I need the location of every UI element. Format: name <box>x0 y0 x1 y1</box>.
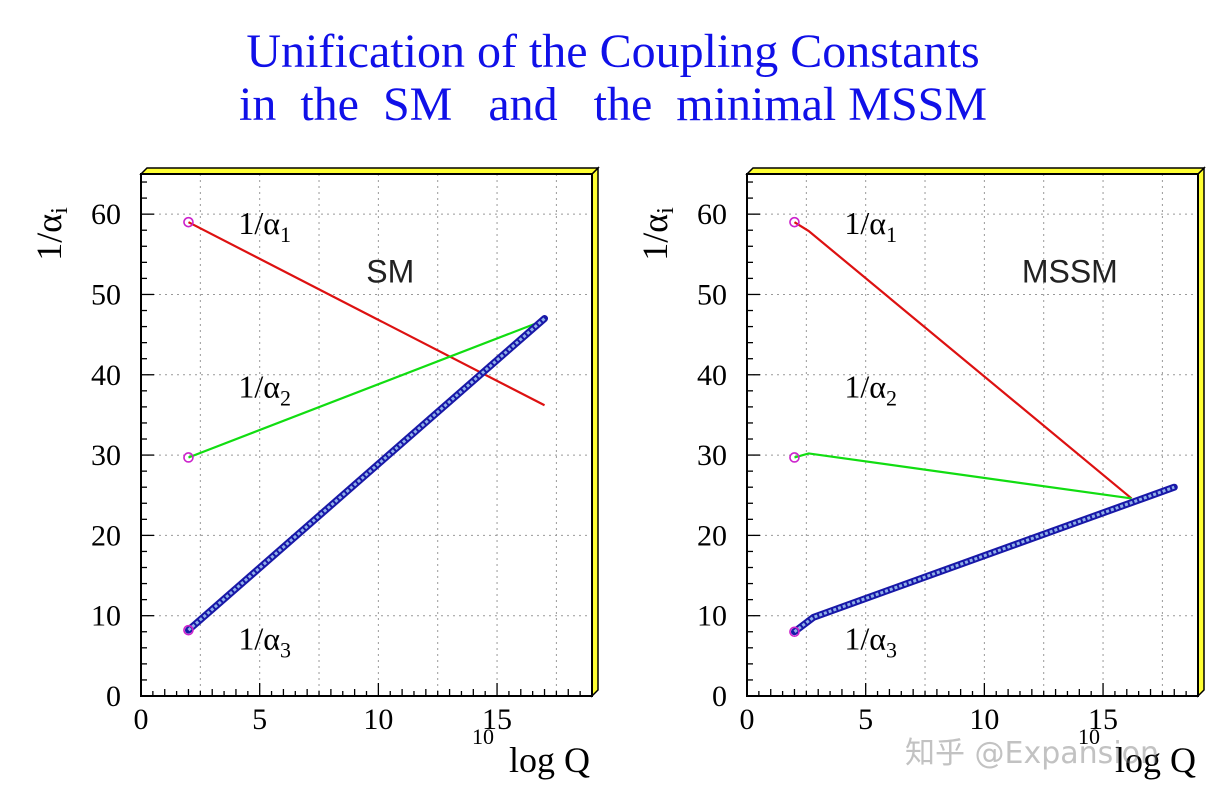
y-tick-label: 0 <box>712 680 727 713</box>
chart-title-line-1: Unification of the Coupling Constants <box>246 25 980 78</box>
series-line-alpha1 <box>793 221 1133 500</box>
y-tick-label: 60 <box>91 198 121 231</box>
y-tick-label: 50 <box>91 278 121 311</box>
x-tick-label: 15 <box>1088 703 1118 736</box>
x-axis-label: log Q <box>1115 740 1196 780</box>
y-tick-label: 30 <box>91 439 121 472</box>
series-line-alpha2 <box>188 319 545 459</box>
x-tick-label: 15 <box>482 703 512 736</box>
y-tick-label: 40 <box>91 359 121 392</box>
y-tick-label: 60 <box>697 198 727 231</box>
curve-label-alpha2: 1/α2 <box>844 368 897 410</box>
series-line-alpha2 <box>794 452 1132 500</box>
x-tick-label: 0 <box>740 703 755 736</box>
x-axis-label: log Q <box>509 740 590 780</box>
curve-label-alpha3: 1/α3 <box>238 620 291 662</box>
curve-label-alpha3: 1/α3 <box>844 620 897 662</box>
x-axis-label-superscript: 10 <box>472 724 494 749</box>
series-band-hatch-alpha3 <box>187 317 546 632</box>
x-tick-label: 5 <box>252 703 267 736</box>
y-axis-label: 1/αi <box>635 207 679 261</box>
y-tick-label: 20 <box>697 519 727 552</box>
curve-label-alpha2: 1/α2 <box>238 368 291 410</box>
y-tick-label: 0 <box>106 680 121 713</box>
watermark: 知乎 @Expansion <box>905 736 1160 771</box>
y-axis-label: 1/αi <box>29 207 73 261</box>
chart-title-line-2: in the SM and the minimal MSSM <box>238 78 988 131</box>
y-tick-label: 20 <box>91 519 121 552</box>
grid <box>141 174 592 696</box>
x-tick-label: 5 <box>858 703 873 736</box>
y-tick-label: 30 <box>697 439 727 472</box>
model-annotation: MSSM <box>1022 253 1118 289</box>
x-tick-label: 0 <box>134 703 149 736</box>
x-axis-label-superscript: 10 <box>1078 724 1100 749</box>
y-tick-label: 10 <box>697 600 727 633</box>
start-point-marker <box>789 216 800 228</box>
curve-label-alpha1: 1/α1 <box>844 205 897 247</box>
plot-frame <box>140 173 593 697</box>
curve-label-alpha1: 1/α1 <box>238 205 291 247</box>
series-band-hatch-alpha3 <box>793 485 1175 633</box>
ticks <box>746 181 1199 697</box>
x-tick-label: 10 <box>969 703 999 736</box>
ticks <box>140 181 593 697</box>
model-annotation: SM <box>366 253 414 289</box>
y-tick-label: 40 <box>697 359 727 392</box>
start-point-marker <box>183 624 194 636</box>
y-tick-label: 10 <box>91 600 121 633</box>
start-point-marker <box>789 452 800 463</box>
y-tick-label: 50 <box>697 278 727 311</box>
start-point-marker <box>789 626 800 638</box>
x-tick-label: 10 <box>363 703 393 736</box>
start-point-marker <box>183 452 194 463</box>
start-point-marker <box>183 216 194 228</box>
